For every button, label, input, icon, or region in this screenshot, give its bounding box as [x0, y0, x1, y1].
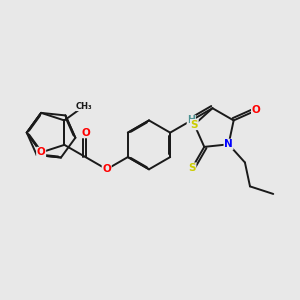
Text: S: S [188, 163, 196, 173]
Text: O: O [37, 147, 46, 158]
Text: O: O [81, 128, 90, 138]
Text: H: H [187, 116, 195, 125]
Text: CH₃: CH₃ [76, 102, 92, 111]
Text: O: O [102, 164, 111, 174]
Text: O: O [252, 106, 260, 116]
Text: N: N [224, 139, 233, 149]
Text: S: S [190, 120, 198, 130]
